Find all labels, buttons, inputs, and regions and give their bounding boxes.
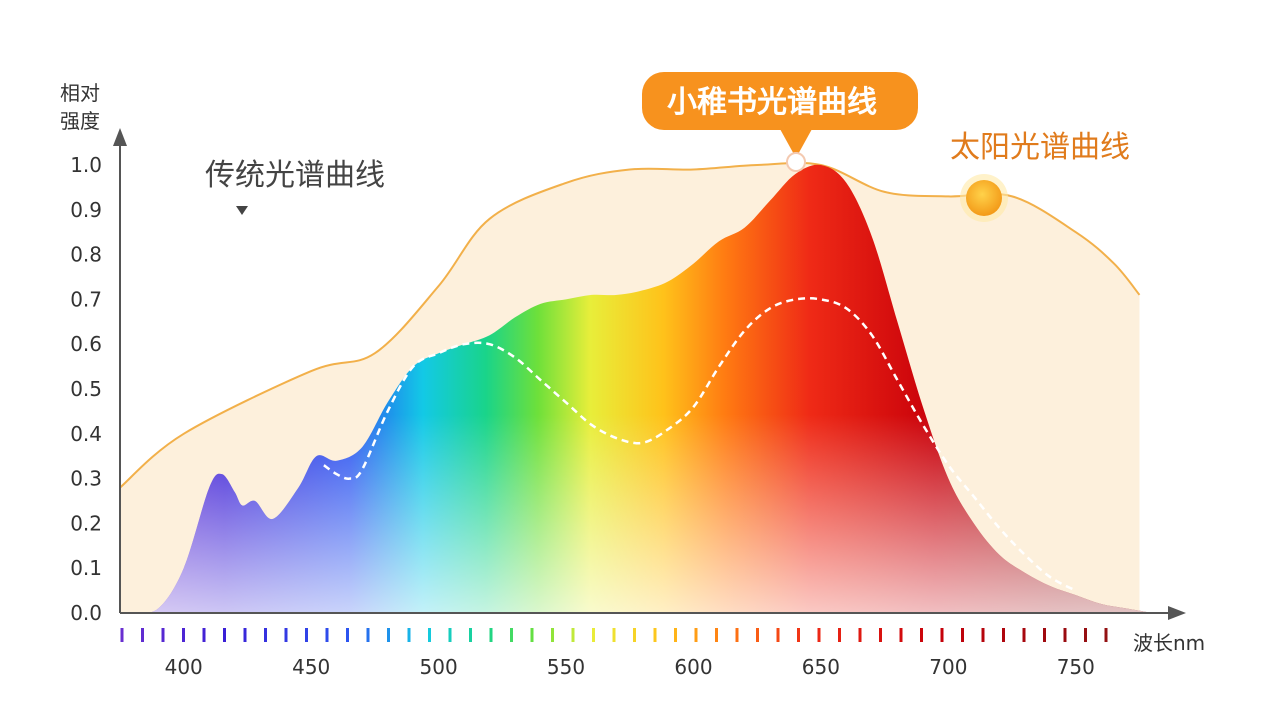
wavelength-tick-mark [838,628,841,642]
wavelength-tick-mark [428,628,431,642]
wavelength-tick-mark [1002,628,1005,642]
y-tick-label: 0.7 [70,287,102,311]
wavelength-tick-mark [387,628,390,642]
y-tick-label: 1.0 [70,153,102,177]
y-tick-label: 0.4 [70,422,102,446]
wavelength-tick-mark [633,628,636,642]
wavelength-tick-mark [1104,628,1108,642]
y-tick-label: 0.1 [70,556,102,580]
wavelength-tick-mark [243,628,247,642]
y-axis-label-line1: 相对 [60,81,100,105]
x-tick-label: 500 [420,655,458,679]
wavelength-tick-mark [223,628,226,642]
y-tick-label: 0.2 [70,511,102,535]
wavelength-tick-mark [407,628,411,642]
wavelength-tick-mark [510,628,513,642]
y-tick-label: 0.8 [70,243,102,267]
wavelength-tick-mark [776,628,780,642]
wavelength-tick-mark [305,628,308,642]
wavelength-tick-mark [858,628,862,642]
wavelength-tick-mark [920,628,923,642]
y-tick-label: 0.5 [70,377,102,401]
y-tick-label: 0.3 [70,467,102,491]
x-tick-label: 650 [802,655,840,679]
wavelength-tick-mark [981,628,985,642]
wavelength-tick-mark [715,628,718,642]
x-tick-label: 450 [292,655,330,679]
wavelength-tick-mark [120,628,124,642]
annotation-xiaozhishu: 小稚书光谱曲线 [667,85,877,120]
wavelength-tick-mark [674,628,677,642]
wavelength-tick-mark [448,628,452,642]
wavelength-tick-mark [899,628,903,642]
wavelength-tick-mark [182,628,185,642]
wavelength-tick-mark [469,628,472,642]
sun-icon [960,174,1008,222]
y-tick-label: 0.9 [70,198,102,222]
wavelength-tick-mark [879,628,882,642]
wavelength-tick-mark [530,628,534,642]
y-axis-label-line2: 强度 [60,109,100,133]
x-axis-arrow [1168,606,1186,620]
wavelength-tick-mark [571,628,575,642]
wavelength-tick-mark [817,628,821,642]
wavelength-tick-mark [592,628,595,642]
wavelength-tick-mark [1022,628,1026,642]
x-tick-label: 400 [165,655,203,679]
callout-pointer [780,129,812,158]
wavelength-tick-mark [797,628,800,642]
wavelength-tick-mark [1043,628,1046,642]
x-tick-label: 550 [547,655,585,679]
x-tick-label: 600 [674,655,712,679]
wavelength-tick-mark [735,628,739,642]
y-tick-label: 0.0 [70,601,102,625]
wavelength-tick-mark [653,628,657,642]
callout-xiaozhishu: 小稚书光谱曲线 [642,72,918,158]
wavelength-tick-mark [1063,628,1067,642]
callout-bubble [642,72,918,130]
wavelength-tick-mark [202,628,206,642]
wavelength-tick-mark [756,628,759,642]
annotation-sunlight: 太阳光谱曲线 [950,130,1130,165]
x-tick-label: 700 [929,655,967,679]
wavelength-tick-mark [694,628,698,642]
annotation-traditional-marker [236,206,248,215]
peak-marker [786,152,806,172]
wavelength-tick-mark [346,628,349,642]
wavelength-tick-mark [284,628,288,642]
wavelength-tick-mark [366,628,370,642]
wavelength-tick-mark [489,628,493,642]
wavelength-tick-mark [551,628,554,642]
y-axis-arrow [113,128,127,146]
y-tick-label: 0.6 [70,332,102,356]
x-axis-label: 波长nm [1133,631,1205,655]
wavelength-tick-mark [161,628,165,642]
wavelength-tick-mark [1084,628,1087,642]
wavelength-tick-mark [141,628,144,642]
series-sun-line [119,161,1141,489]
wavelength-tick-mark [325,628,329,642]
wavelength-tick-mark [264,628,267,642]
wavelength-tick-mark [940,628,944,642]
wavelength-tick-mark [612,628,616,642]
series-xiaozhishu-fade [132,164,1153,614]
series-traditional-line [323,297,1077,592]
x-tick-label: 750 [1057,655,1095,679]
wavelength-tick-mark [961,628,964,642]
annotation-traditional: 传统光谱曲线 [205,158,385,193]
